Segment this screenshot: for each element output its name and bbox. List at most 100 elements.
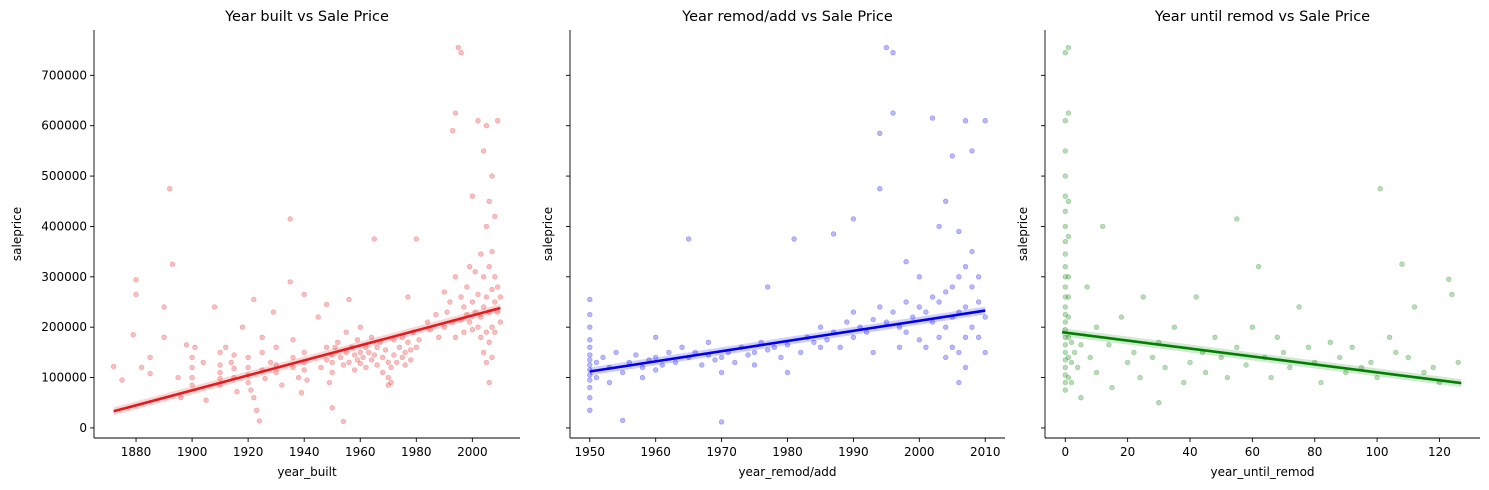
data-point — [357, 360, 363, 367]
data-point — [883, 44, 890, 51]
data-point — [374, 362, 380, 368]
data-point — [606, 379, 613, 386]
data-point — [301, 291, 307, 298]
data-point — [295, 374, 302, 381]
data-point — [217, 362, 223, 368]
x-tick-label: 2010 — [970, 445, 1001, 459]
data-point — [290, 364, 296, 371]
chart-title: Year until remod vs Sale Price — [1154, 9, 1370, 25]
data-point — [1202, 369, 1209, 376]
data-point — [475, 291, 481, 298]
data-point — [936, 223, 942, 230]
data-point — [1071, 349, 1078, 356]
data-point — [942, 289, 949, 295]
data-point — [732, 359, 738, 366]
data-point — [962, 334, 969, 340]
data-point — [1065, 314, 1072, 320]
data-point — [231, 365, 237, 372]
data-point — [969, 284, 975, 290]
data-point — [323, 357, 330, 363]
x-tick-label: 1880 — [121, 445, 152, 459]
data-point — [396, 344, 403, 350]
x-tick-label: 20 — [1120, 445, 1135, 459]
data-point — [942, 354, 949, 361]
y-tick-label: 300000 — [41, 270, 87, 284]
x-tick-label: 1900 — [177, 445, 208, 459]
data-point — [385, 374, 391, 381]
data-point — [870, 349, 876, 356]
data-point — [161, 334, 167, 340]
data-point — [1140, 294, 1146, 300]
x-tick-label: 2000 — [904, 445, 935, 459]
data-point — [494, 284, 501, 290]
data-point — [329, 359, 335, 366]
data-point — [452, 334, 459, 340]
data-point — [1455, 359, 1461, 366]
subplot-1: Year built vs Sale Price 1880 1900 1920 1940… — [10, 9, 520, 479]
data-point — [478, 314, 484, 320]
data-point — [712, 357, 718, 363]
data-point — [480, 148, 487, 154]
data-point — [1377, 186, 1383, 192]
data-point — [1074, 364, 1081, 371]
data-point — [903, 329, 909, 335]
data-point — [405, 339, 411, 345]
data-point — [587, 337, 593, 343]
data-point — [273, 344, 279, 350]
data-point — [287, 279, 293, 285]
data-point — [652, 334, 659, 340]
data-point — [346, 296, 352, 303]
data-point — [217, 369, 223, 376]
data-point — [217, 349, 223, 356]
data-point — [169, 261, 176, 267]
data-point — [652, 367, 659, 373]
data-point — [363, 364, 369, 371]
data-point — [751, 362, 758, 368]
chart-title: Year remod/add vs Sale Price — [681, 9, 893, 25]
data-point — [486, 339, 492, 345]
data-point — [492, 274, 498, 280]
data-point — [929, 294, 936, 300]
data-point — [587, 384, 593, 391]
chart-title: Year built vs Sale Price — [224, 9, 389, 25]
data-point — [1399, 261, 1405, 267]
y-tick-label: 400000 — [41, 219, 87, 233]
data-point — [161, 304, 167, 310]
data-point — [447, 299, 453, 305]
data-point — [388, 379, 394, 386]
data-point — [699, 362, 705, 368]
data-point — [461, 304, 467, 310]
data-point — [217, 375, 223, 382]
y-axis-label: saleprice — [10, 207, 24, 261]
data-point — [279, 382, 285, 388]
data-point — [1446, 276, 1452, 282]
scatter-points — [1062, 44, 1461, 406]
data-point — [1268, 374, 1274, 381]
data-point — [346, 359, 352, 366]
data-point — [475, 117, 481, 124]
data-point — [916, 304, 922, 310]
data-point — [923, 344, 929, 350]
data-point — [587, 324, 593, 330]
data-point — [844, 319, 850, 325]
data-point — [189, 374, 195, 381]
data-point — [613, 349, 619, 356]
data-point — [340, 418, 347, 425]
data-point — [1062, 304, 1069, 310]
data-point — [1062, 311, 1069, 318]
data-point — [956, 228, 962, 235]
data-point — [337, 354, 344, 361]
data-point — [1087, 354, 1093, 361]
data-point — [472, 269, 478, 275]
data-point — [962, 264, 969, 270]
data-point — [659, 362, 665, 368]
data-point — [916, 274, 922, 280]
data-point — [262, 375, 268, 382]
data-point — [949, 153, 955, 159]
data-point — [587, 296, 593, 303]
data-point — [764, 284, 771, 290]
data-point — [1062, 251, 1069, 257]
data-point — [817, 324, 824, 330]
x-tick-label: 100 — [1366, 445, 1389, 459]
